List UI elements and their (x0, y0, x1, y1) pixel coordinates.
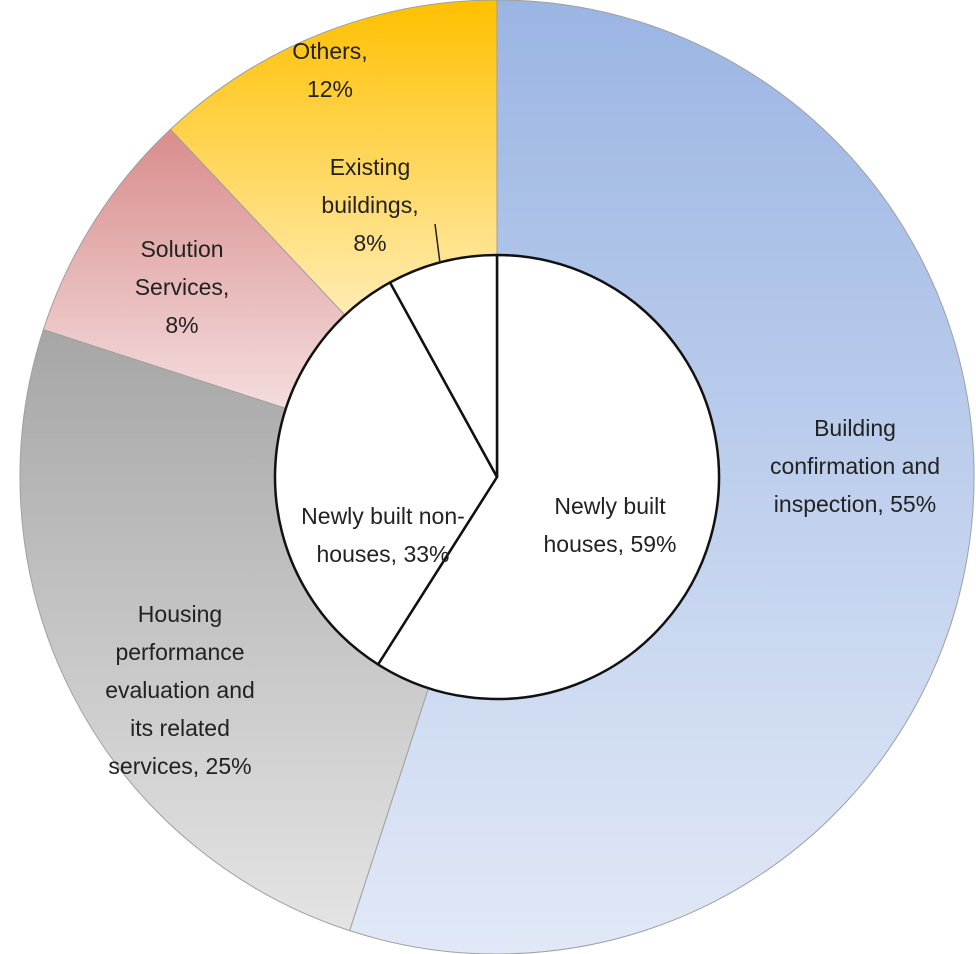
data-label-box: Newly built houses, 59% (543, 493, 677, 557)
data-label: Solution Services, 8% (134, 236, 230, 338)
pie-slice (388, 253, 499, 479)
data-label: Newly built non-houses, 33% (301, 503, 465, 567)
data-label: Others, 12% (292, 38, 368, 102)
data-label-box: Solution Services, 8% (134, 236, 230, 338)
data-label-box: Existing buildings, 8% (321, 154, 419, 256)
data-label-box: Housing performance evaluation and its r… (105, 601, 255, 779)
data-label-box: Building confirmation and inspection, 55… (769, 415, 941, 517)
data-label: Building confirmation and inspection, 55… (769, 415, 941, 517)
data-label: Housing performance evaluation and its r… (105, 601, 255, 779)
data-label: Existing buildings, 8% (321, 154, 419, 256)
data-label-box: Newly built non-houses, 33% (301, 503, 465, 567)
data-label: Newly built houses, 59% (543, 493, 677, 557)
pie-slice (376, 253, 721, 701)
leader-line (434, 223, 441, 264)
data-label-box: Others, 12% (292, 38, 368, 102)
